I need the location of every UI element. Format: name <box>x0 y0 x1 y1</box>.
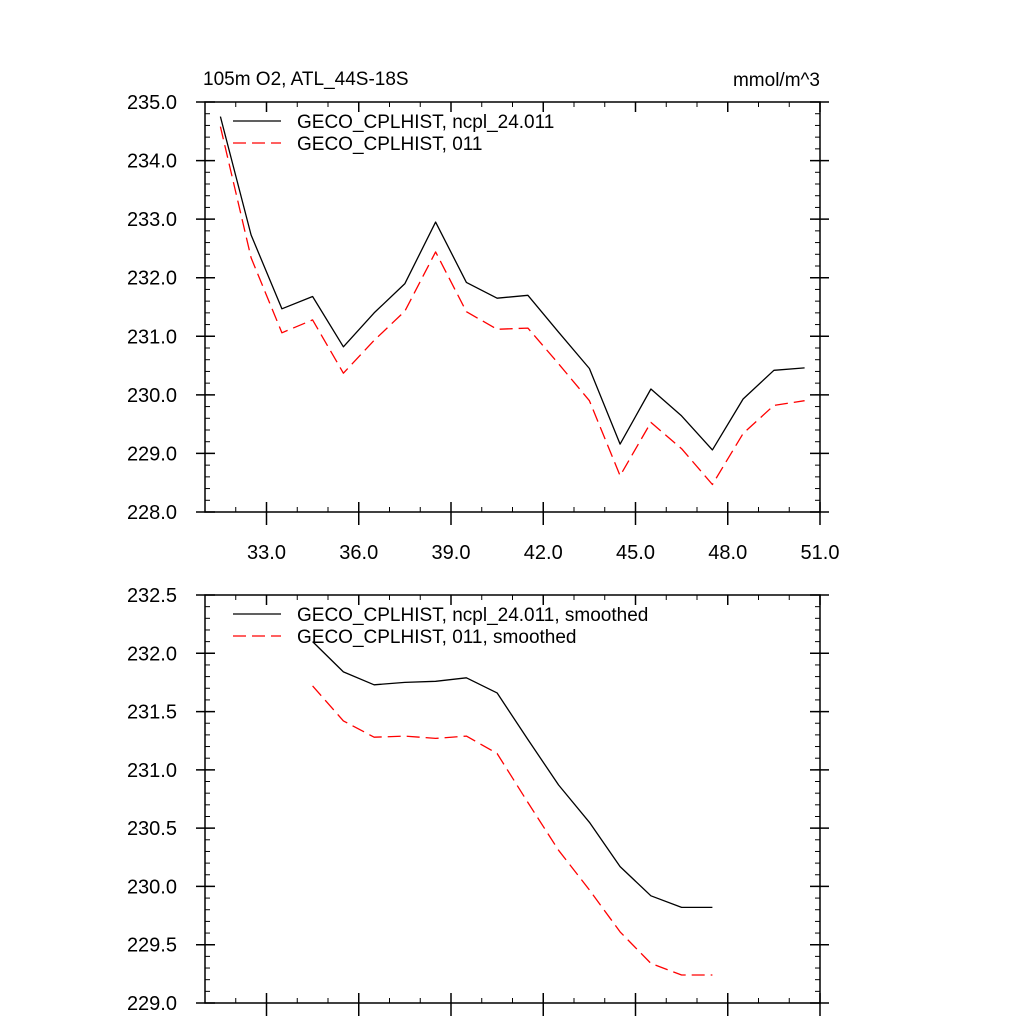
x-tick-label: 39.0 <box>432 542 471 564</box>
chart-title: 105m O2, ATL_44S-18S <box>203 69 409 90</box>
x-tick-label: 51.0 <box>801 542 840 564</box>
y-tick-label: 231.5 <box>127 702 177 724</box>
series-line <box>219 126 805 486</box>
series-line <box>312 641 713 909</box>
units-label: mmol/m^3 <box>733 70 820 91</box>
legend-label: GECO_CPLHIST, 011 <box>297 134 483 155</box>
x-tick-label: 33.0 <box>247 542 286 564</box>
y-tick-label: 230.0 <box>127 385 177 407</box>
y-tick-label: 232.0 <box>127 268 177 290</box>
x-tick-label: 36.0 <box>339 542 378 564</box>
legend-label: GECO_CPLHIST, 011, smoothed <box>297 627 577 648</box>
series-line <box>219 116 805 451</box>
y-tick-label: 230.5 <box>127 818 177 840</box>
y-tick-label: 231.0 <box>127 760 177 782</box>
y-tick-label: 229.0 <box>127 443 177 465</box>
legend-label: GECO_CPLHIST, ncpl_24.011 <box>297 112 554 133</box>
series-line <box>312 685 713 976</box>
x-tick-label: 45.0 <box>616 542 655 564</box>
y-tick-label: 232.5 <box>127 585 177 607</box>
y-tick-label: 231.0 <box>127 326 177 348</box>
y-tick-label: 235.0 <box>127 92 177 114</box>
x-tick-label: 48.0 <box>708 542 747 564</box>
plot-frame <box>204 594 821 1004</box>
y-tick-label: 229.5 <box>127 935 177 957</box>
y-tick-label: 228.0 <box>127 502 177 524</box>
plot-frame <box>204 101 821 513</box>
y-tick-label: 229.0 <box>127 993 177 1015</box>
y-tick-label: 232.0 <box>127 643 177 665</box>
x-tick-label: 42.0 <box>524 542 563 564</box>
legend-label: GECO_CPLHIST, ncpl_24.011, smoothed <box>297 605 648 626</box>
y-tick-label: 230.0 <box>127 876 177 898</box>
y-tick-label: 234.0 <box>127 151 177 173</box>
y-tick-label: 233.0 <box>127 209 177 231</box>
